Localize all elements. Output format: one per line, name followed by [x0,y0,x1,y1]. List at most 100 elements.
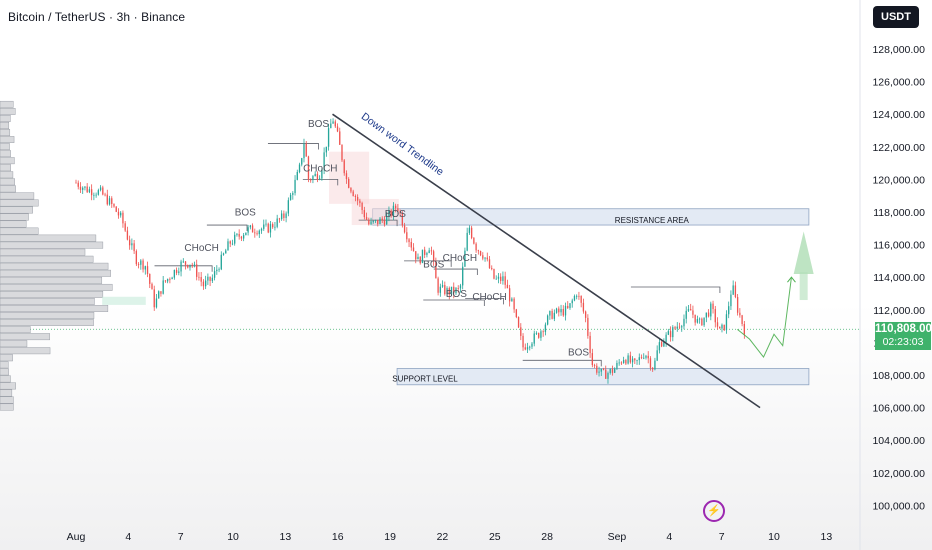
candle-body [529,346,531,348]
candle-body [184,261,187,265]
candle-body [614,368,616,373]
candle-body [631,358,634,363]
candle [663,338,665,348]
candle [410,238,412,251]
candle-body [330,123,332,129]
candle-body [441,285,444,287]
candle-body [403,225,406,233]
x-tick-label: 13 [280,531,292,543]
candle [408,237,410,247]
candle [158,290,160,299]
candle [343,158,345,176]
candle-body [359,200,361,203]
candle [435,257,437,279]
candle-body [180,261,182,272]
candle-body [542,331,544,333]
trendline-label: Down word Trendline [359,111,446,179]
candle [455,287,457,295]
candle-body [204,280,207,287]
candle [669,326,672,342]
y-tick-label: 108,000.00 [872,370,925,382]
candle-body [289,194,292,201]
candle-body [419,256,421,264]
candle [475,242,477,253]
candle-body [600,368,602,372]
candle-body [218,269,220,271]
candle [381,216,383,224]
candle [710,301,712,321]
candle-body [227,241,229,251]
candle-body [97,190,100,195]
candle [334,119,336,128]
candle [321,167,323,181]
candle-body [660,342,663,347]
candle [332,118,334,124]
candle-body [736,297,739,313]
candle [513,297,515,313]
currency-button[interactable]: USDT [873,6,919,28]
candle-body [486,257,488,260]
candle [508,284,511,307]
candle [111,196,113,208]
lightning-icon[interactable]: ⚡ [703,500,725,522]
candle-body [473,237,475,244]
candle [144,265,146,275]
candle-body [459,285,462,289]
candle-body [618,362,620,364]
candle [705,312,708,323]
candle [620,361,623,365]
candle-body [383,220,386,225]
candle-body [685,310,687,319]
candle [120,211,122,218]
candle [301,157,303,167]
symbol-title[interactable]: Bitcoin / TetherUS · 3h · Binance [8,10,186,24]
candle-body [698,318,701,320]
candle [587,314,589,339]
candle [728,301,730,319]
x-tick-label: 25 [489,531,501,543]
candle [596,363,598,375]
candle-body [538,333,540,338]
candle-body [189,264,191,268]
candle [196,259,198,281]
candle-body [242,235,245,239]
candle-body [256,233,258,235]
candle [260,227,263,234]
candle-body [663,341,665,347]
candle [658,337,661,354]
candle-body [582,302,585,312]
candle-body [645,355,647,358]
candle-body [260,228,263,231]
volume-profile-bar [0,354,13,362]
candle [307,155,310,183]
candle [218,267,220,273]
candle-body [305,143,307,157]
candle-body [198,276,200,278]
candle [350,187,352,194]
candle [714,305,716,328]
candle-body [692,310,694,315]
candle [265,219,267,227]
candle-body [140,260,142,265]
volume-profile-bar [0,291,104,298]
candle-body [379,218,381,225]
volume-profile-bar [0,143,10,151]
candle-body [573,295,576,301]
volume-profile [0,100,113,411]
candle [204,275,207,290]
candle [227,238,229,251]
candle [231,239,234,246]
candle-body [602,368,605,370]
candle [200,272,202,287]
candle [723,324,725,331]
candle [450,286,453,297]
candle-body [560,308,562,313]
candle [77,180,79,190]
candle [486,252,488,262]
candle-body [656,350,658,361]
candle-body [193,264,196,266]
candle [652,367,654,372]
candle-body [173,269,176,278]
